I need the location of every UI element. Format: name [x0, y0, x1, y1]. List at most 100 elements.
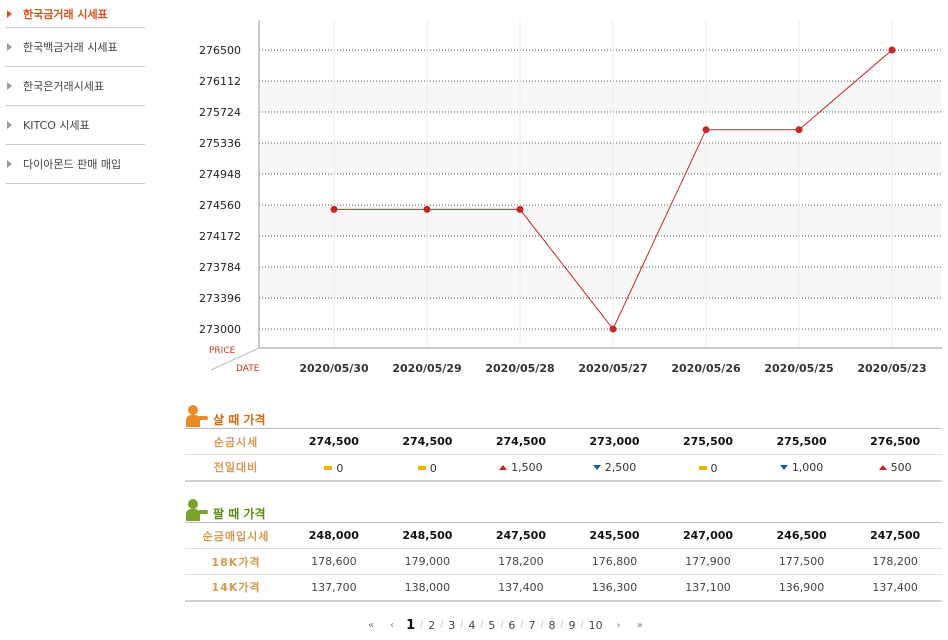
x-tick-label: 2020/05/26: [671, 362, 741, 375]
table-cell: 273,000: [567, 428, 662, 455]
table-cell: 274,500: [474, 428, 568, 455]
data-point: [795, 126, 803, 134]
prev-page-button[interactable]: ‹: [390, 619, 395, 631]
y-tick-label: 274948: [199, 168, 241, 181]
x-axis-label: DATE: [236, 364, 260, 374]
table-cell: 137,400: [474, 574, 568, 601]
row-label: 전일대비: [185, 454, 288, 481]
sidebar-item-label: KITCO 시세표: [23, 119, 90, 132]
page-link-2[interactable]: 2: [428, 618, 436, 632]
sell-price-table: 순금매입시세 248,000 248,500 247,500 245,500 247,00…: [185, 522, 942, 602]
person-icon: [185, 498, 209, 522]
page-link-3[interactable]: 3: [448, 618, 456, 632]
page-numbers: 1 / 2 / 3 / 4 / 5 / 6 / 7 / 8 / 9 / 10: [403, 618, 605, 633]
first-page-button[interactable]: «: [368, 619, 375, 631]
arrow-right-icon: [7, 9, 12, 18]
change-value: 500: [890, 461, 912, 475]
change-value: 0: [336, 461, 344, 475]
table-row: 14K가격 137,700 138,000 137,400 136,300 137,100…: [185, 574, 942, 601]
row-label: 순금시세: [185, 428, 288, 455]
table-cell: 247,000: [661, 522, 755, 549]
table-cell: 178,200: [474, 548, 568, 575]
page-link-5[interactable]: 5: [488, 618, 496, 632]
table-cell: 274,500: [287, 428, 381, 455]
arrow-right-icon: [7, 160, 12, 168]
row-label: 14K가격: [185, 574, 288, 601]
arrow-right-icon: [7, 121, 12, 129]
page-separator: /: [440, 620, 444, 630]
triangle-up-icon: [878, 465, 887, 471]
sidebar-item-label: 한국은거래시세표: [23, 80, 104, 93]
y-tick-label: 276500: [199, 44, 241, 57]
sell-section-title: 팔 때 가격: [213, 506, 266, 521]
sidebar-item-gold[interactable]: 한국금거래 시세표: [5, 0, 145, 28]
data-point: [516, 205, 524, 213]
person-icon: [185, 404, 209, 428]
next-page-button[interactable]: ›: [616, 619, 621, 631]
sidebar: 한국금거래 시세표 한국백금거래 시세표 한국은거래시세표 KITCO 시세표 …: [5, 0, 145, 184]
change-value: 1,500: [511, 461, 543, 475]
sidebar-item-label: 한국백금거래 시세표: [23, 41, 118, 54]
page-separator: /: [540, 620, 544, 630]
table-cell: 274,500: [380, 428, 475, 455]
page-link-6[interactable]: 6: [508, 618, 516, 632]
table-cell: 178,600: [287, 548, 381, 575]
y-tick-label: 273784: [199, 261, 241, 274]
row-label: 18K가격: [185, 548, 288, 575]
page-separator: /: [560, 620, 564, 630]
page-separator: /: [460, 620, 464, 630]
dash-icon: [417, 466, 426, 470]
change-cell: 2,500: [567, 454, 662, 481]
table-cell: 179,000: [380, 548, 475, 575]
data-point: [702, 126, 710, 134]
x-tick-label: 2020/05/27: [578, 362, 647, 375]
y-tick-label: 275724: [199, 106, 241, 119]
page-separator: /: [480, 620, 484, 630]
sidebar-item-platinum[interactable]: 한국백금거래 시세표: [5, 28, 145, 67]
page-link-4[interactable]: 4: [468, 618, 476, 632]
table-cell: 176,800: [567, 548, 662, 575]
axis-corner-line: [210, 347, 260, 371]
data-point: [609, 325, 617, 333]
y-tick-label: 273396: [199, 292, 241, 305]
x-tick-label: 2020/05/25: [764, 362, 833, 375]
triangle-up-icon: [499, 465, 508, 471]
sidebar-item-diamond[interactable]: 다이아몬드 판매 매입: [5, 145, 145, 184]
page-link-1[interactable]: 1: [406, 617, 416, 633]
table-cell: 178,200: [848, 548, 942, 575]
page-separator: /: [420, 620, 424, 630]
table-cell: 248,500: [380, 522, 475, 549]
change-value: 0: [710, 461, 718, 475]
table-cell: 275,500: [754, 428, 849, 455]
table-cell: 138,000: [380, 574, 475, 601]
table-cell: 136,300: [567, 574, 662, 601]
y-axis-label: PRICE: [209, 346, 236, 356]
data-point: [888, 46, 896, 54]
buy-section-title: 살 때 가격: [213, 412, 266, 427]
y-tick-label: 273000: [199, 323, 241, 336]
change-cell: 1,500: [474, 454, 568, 481]
page-link-9[interactable]: 9: [568, 618, 576, 632]
last-page-button[interactable]: »: [636, 619, 643, 631]
grid-band: [259, 267, 942, 298]
grid-band: [259, 143, 942, 174]
grid-band: [259, 205, 942, 236]
change-cell: 0: [287, 454, 381, 481]
x-tick-label: 2020/05/23: [857, 362, 926, 375]
sell-section-header: 팔 때 가격: [185, 498, 266, 522]
sidebar-item-silver[interactable]: 한국은거래시세표: [5, 67, 145, 106]
page-link-10[interactable]: 10: [588, 618, 603, 632]
sidebar-item-label: 한국금거래 시세표: [23, 7, 108, 21]
data-point: [423, 205, 431, 213]
change-cell: 1,000: [754, 454, 849, 481]
dash-icon: [324, 466, 333, 470]
page-link-8[interactable]: 8: [548, 618, 556, 632]
page-separator: /: [500, 620, 504, 630]
arrow-right-icon: [7, 82, 12, 90]
change-cell: 500: [848, 454, 942, 481]
page-link-7[interactable]: 7: [528, 618, 536, 632]
sidebar-item-kitco[interactable]: KITCO 시세표: [5, 106, 145, 145]
change-value: 0: [429, 461, 437, 475]
table-row: 순금매입시세 248,000 248,500 247,500 245,500 247,00…: [185, 522, 942, 549]
triangle-down-icon: [592, 465, 601, 471]
